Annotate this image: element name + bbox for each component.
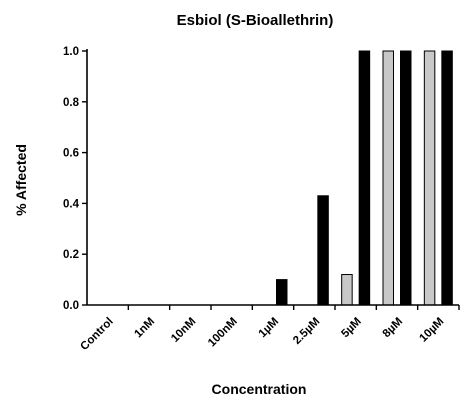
- x-tick-label-1nM: 1nM: [132, 316, 157, 341]
- bar-gray-10µM: [423, 50, 436, 306]
- x-tick-label-1µM: 1µM: [257, 316, 281, 340]
- y-tick-label: 1.0: [63, 46, 79, 58]
- bar-black-8µM: [400, 50, 412, 306]
- x-tick-label-10µM: 10µM: [417, 316, 446, 345]
- bar-black-2.5µM: [317, 195, 329, 306]
- y-tick-label: 0.6: [63, 148, 79, 160]
- y-axis-label: % Affected: [13, 144, 29, 216]
- y-tick-label: 0.2: [63, 249, 79, 261]
- x-axis-label: Concentration: [212, 381, 307, 397]
- y-tick-label: 0.0: [63, 300, 79, 312]
- x-tick-label-100nM: 100nM: [206, 316, 240, 350]
- bar-gray-5µM: [341, 274, 353, 306]
- bar-black-5µM: [358, 50, 371, 306]
- x-tick-label-10nM: 10nM: [169, 316, 198, 345]
- chart-title: Esbiol (S-Bioallethrin): [177, 12, 334, 29]
- bar-gray-8µM: [382, 50, 394, 306]
- y-tick-label: 0.8: [63, 97, 80, 109]
- bar-black-1µM: [276, 279, 288, 306]
- x-tick-label-5µM: 5µM: [339, 316, 363, 340]
- bar-black-10µM: [441, 50, 453, 306]
- y-tick-label: 0.4: [63, 198, 80, 210]
- x-tick-label-2.5µM: 2.5µM: [291, 316, 322, 347]
- x-tick-label-8µM: 8µM: [381, 316, 405, 340]
- x-tick-label-Control: Control: [78, 316, 115, 353]
- plot-area: 0.0 0.2 0.4 0.6 0.8 1.0 Control 1nM 10nM 100nM 1µM…: [63, 46, 460, 353]
